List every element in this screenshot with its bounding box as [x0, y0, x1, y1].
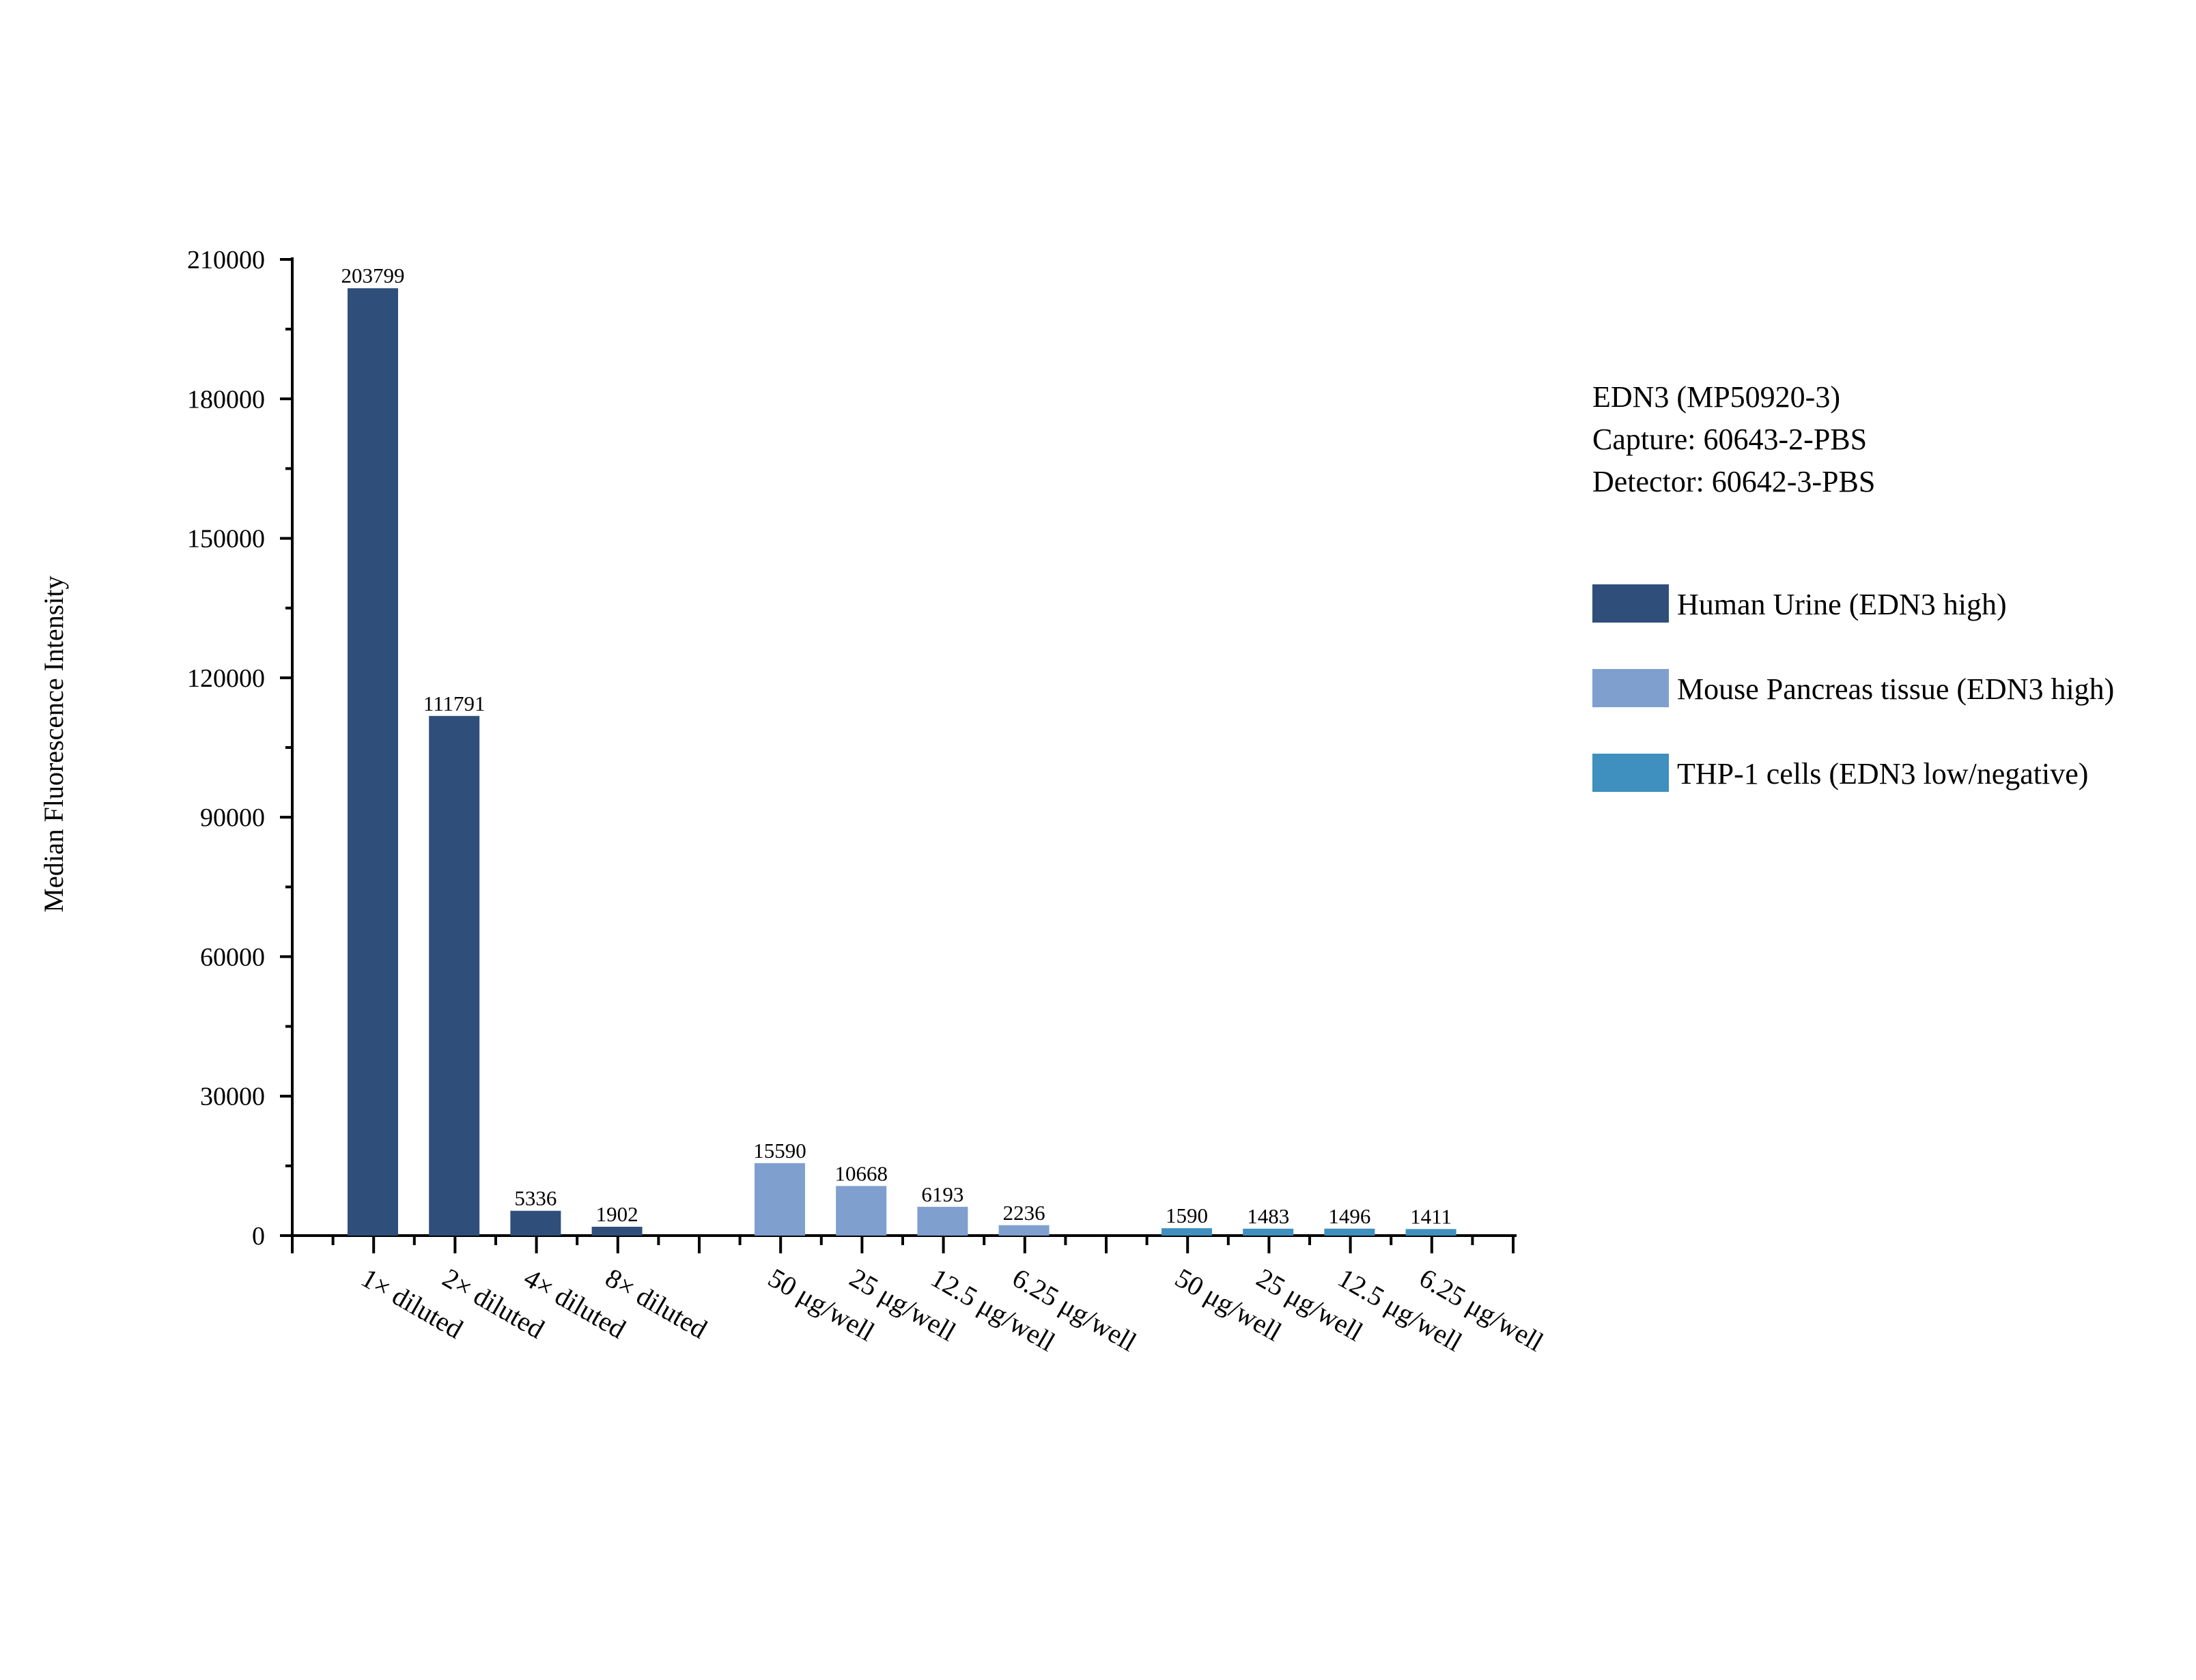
legend-swatch-mouse-pancreas	[1592, 669, 1669, 707]
bar	[917, 1206, 968, 1236]
bar-value-label: 1902	[596, 1202, 638, 1226]
bar	[429, 715, 480, 1236]
bar	[836, 1186, 887, 1236]
y-tick-label: 0	[252, 1222, 265, 1251]
y-tick-label: 60000	[200, 943, 265, 971]
bar-value-label: 1496	[1328, 1204, 1370, 1228]
legend-label-mouse-pancreas: Mouse Pancreas tissue (EDN3 high)	[1677, 672, 2114, 706]
bar-value-label: 5336	[514, 1186, 557, 1210]
info-line-3: Detector: 60642-3-PBS	[1592, 465, 1875, 498]
y-tick-label: 120000	[187, 664, 265, 693]
y-ticks: 0 30000 60000 90000 120000 150000 180000 210000	[187, 246, 292, 1251]
bar	[591, 1227, 643, 1236]
bar-value-label: 15590	[753, 1139, 806, 1163]
legend-swatch-thp1	[1592, 754, 1669, 792]
bar-value-label: 2236	[1003, 1201, 1045, 1225]
bar	[510, 1210, 561, 1236]
y-axis-title: Median Fluorescence Intensity	[38, 575, 69, 912]
x-ticks	[291, 1236, 1515, 1253]
bar	[348, 288, 398, 1236]
y-tick-label: 150000	[187, 525, 265, 554]
bar	[1324, 1228, 1375, 1236]
bar-value-label: 1483	[1247, 1204, 1289, 1228]
bar	[755, 1163, 805, 1236]
info-line-2: Capture: 60643-2-PBS	[1592, 423, 1867, 456]
bar	[1243, 1228, 1294, 1236]
legend-label-human-urine: Human Urine (EDN3 high)	[1677, 588, 2007, 621]
legend-label-thp1: THP-1 cells (EDN3 low/negative)	[1677, 757, 2088, 791]
bar-value-label: 10668	[834, 1161, 888, 1185]
bar-value-label: 1590	[1166, 1204, 1208, 1227]
data-labels: 203799 111791 5336 1902 15590 10668 6193 2236 15…	[341, 264, 1452, 1228]
legend: Human Urine (EDN3 high) Mouse Pancreas t…	[1592, 584, 2114, 792]
info-block: EDN3 (MP50920-3) Capture: 60643-2-PBS De…	[1592, 380, 1875, 498]
bar-value-label: 1411	[1410, 1204, 1452, 1228]
bar-value-label: 111791	[423, 692, 485, 715]
y-tick-label: 180000	[187, 385, 265, 414]
y-tick-label: 30000	[200, 1083, 265, 1111]
bar	[1162, 1228, 1212, 1236]
bar-value-label: 203799	[341, 264, 405, 287]
y-tick-label: 90000	[200, 803, 265, 832]
info-line-1: EDN3 (MP50920-3)	[1592, 380, 1840, 414]
y-tick-label: 210000	[187, 246, 265, 274]
bar	[1405, 1229, 1456, 1236]
bar	[998, 1225, 1050, 1236]
legend-swatch-human-urine	[1592, 584, 1669, 623]
bars	[348, 288, 1456, 1236]
bar-value-label: 6193	[921, 1182, 963, 1206]
